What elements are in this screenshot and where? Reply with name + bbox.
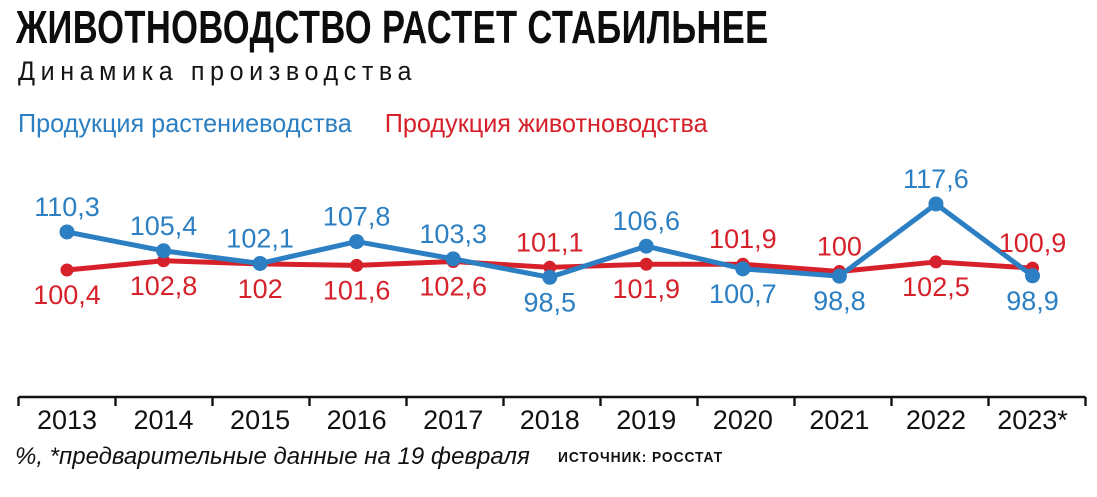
livestock-production-value-label: 102,5 xyxy=(902,272,970,302)
year-label: 2014 xyxy=(134,405,194,435)
crop-production-point xyxy=(59,224,75,240)
year-label: 2015 xyxy=(230,405,290,435)
livestock-production-value-label: 100,4 xyxy=(33,280,101,310)
legend-item-livestock-production: Продукция животноводства xyxy=(384,108,708,138)
crop-production-point xyxy=(638,238,654,254)
crop-production-point xyxy=(252,255,268,271)
year-label: 2017 xyxy=(423,405,483,435)
livestock-production-value-label: 101,9 xyxy=(613,274,681,304)
crop-production-value-label: 117,6 xyxy=(903,164,969,194)
crop-production-point xyxy=(1025,268,1040,284)
year-label: 2023* xyxy=(997,405,1068,435)
crop-production-point xyxy=(542,269,558,285)
page-subtitle: Динамика производства xyxy=(18,56,418,86)
footnote: %, *предварительные данные на 19 февраля xyxy=(15,443,530,470)
crop-production-value-label: 98,8 xyxy=(813,286,866,316)
crop-production-point xyxy=(831,268,847,284)
year-label: 2022 xyxy=(906,405,966,435)
crop-production-value-label: 98,5 xyxy=(523,287,576,317)
chart-legend: Продукция растениеводства Продукция живо… xyxy=(18,108,708,139)
crop-production-value-label: 98,9 xyxy=(1006,286,1059,316)
crop-production-point xyxy=(928,196,944,212)
year-label: 2018 xyxy=(520,405,580,435)
livestock-production-value-label: 102,6 xyxy=(419,272,487,302)
livestock-production-value-label: 101,9 xyxy=(709,224,777,254)
crop-production-point xyxy=(156,243,172,259)
livestock-production-value-label: 102 xyxy=(238,274,283,304)
legend-item-crop-production: Продукция растениеводства xyxy=(18,108,352,138)
year-label: 2013 xyxy=(37,405,97,435)
livestock-production-value-label: 100 xyxy=(817,232,862,262)
crop-production-value-label: 106,6 xyxy=(613,206,681,236)
crop-production-point xyxy=(735,261,751,277)
crop-production-point xyxy=(349,234,365,250)
livestock-production-value-label: 102,8 xyxy=(130,271,198,301)
livestock-production-point xyxy=(639,257,653,271)
crop-production-value-label: 107,8 xyxy=(323,202,391,232)
year-label: 2016 xyxy=(327,405,387,435)
source-label: ИСТОЧНИК: РОССТАТ xyxy=(558,449,724,466)
year-label: 2019 xyxy=(616,405,676,435)
crop-production-value-label: 110,3 xyxy=(34,192,100,222)
livestock-production-value-label: 100,9 xyxy=(999,228,1067,258)
crop-production-value-label: 100,7 xyxy=(709,279,777,309)
year-label: 2020 xyxy=(713,405,773,435)
crop-production-value-label: 103,3 xyxy=(419,219,487,249)
livestock-production-value-label: 101,6 xyxy=(323,275,391,305)
livestock-production-value-label: 101,1 xyxy=(516,227,584,257)
livestock-production-point xyxy=(60,263,74,277)
page-title: ЖИВОТНОВОДСТВО РАСТЕТ СТАБИЛЬНЕЕ xyxy=(16,1,769,53)
livestock-production-point xyxy=(929,255,943,269)
crop-production-point xyxy=(445,251,461,267)
livestock-production-point xyxy=(350,258,364,272)
crop-production-value-label: 102,1 xyxy=(226,223,294,253)
crop-production-value-label: 105,4 xyxy=(130,211,198,241)
year-label: 2021 xyxy=(809,405,869,435)
